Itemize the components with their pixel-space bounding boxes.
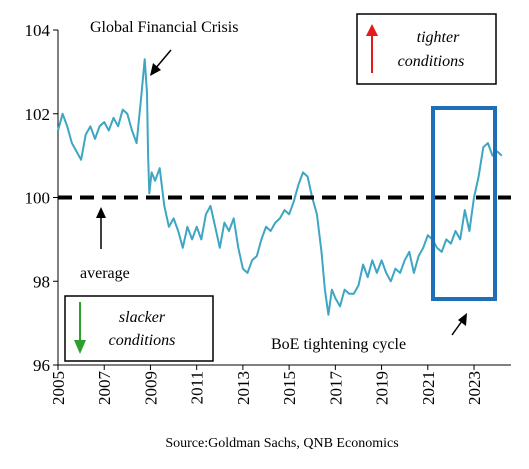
boe-tightening-highlight-box bbox=[431, 106, 497, 301]
gfc-annotation: Global Financial Crisis bbox=[90, 19, 238, 36]
x-tick-label: 2009 bbox=[141, 371, 160, 405]
gfc-arrow-head-icon bbox=[150, 63, 161, 76]
x-tick-label: 2021 bbox=[419, 371, 438, 405]
tighter-conditions-box bbox=[356, 13, 497, 85]
x-tick-label: 2017 bbox=[326, 371, 345, 406]
x-tick-label: 2023 bbox=[465, 371, 484, 405]
x-tick-label: 2011 bbox=[188, 371, 207, 404]
slacker-box-line-2: conditions bbox=[109, 332, 176, 349]
gfc-arrow-icon bbox=[154, 49, 172, 70]
y-tick-label: 100 bbox=[25, 189, 51, 208]
boe-arrow-head-icon bbox=[458, 313, 467, 326]
y-tick-label: 104 bbox=[25, 21, 51, 40]
x-tick-label: 2013 bbox=[234, 371, 253, 405]
y-tick-label: 96 bbox=[33, 356, 50, 375]
boe-annotation: BoE tightening cycle bbox=[271, 336, 406, 353]
up-arrow-head-icon bbox=[366, 24, 378, 36]
tighter-box-line-1: tighter bbox=[417, 29, 460, 46]
boe-arrow-icon bbox=[451, 320, 463, 336]
y-tick-label: 98 bbox=[33, 272, 50, 291]
source-note: Source:Goldman Sachs, QNB Economics bbox=[165, 436, 398, 451]
slacker-box-line-1: slacker bbox=[119, 309, 166, 326]
x-tick-group: 2005 2007 2009 2011 2013 2015 2017 2019 2021 2023 bbox=[49, 365, 484, 405]
slacker-conditions-box bbox=[64, 295, 214, 362]
x-tick-label: 2015 bbox=[280, 371, 299, 405]
average-arrow-head-icon bbox=[96, 207, 106, 218]
x-tick-label: 2019 bbox=[373, 371, 392, 405]
y-tick-label: 102 bbox=[25, 105, 51, 124]
series-line bbox=[57, 58, 503, 316]
x-tick-label: 2007 bbox=[95, 371, 114, 406]
y-tick-group: 96 98 100 102 104 bbox=[25, 21, 58, 375]
down-arrow-head-icon bbox=[74, 340, 86, 354]
x-tick-label: 2005 bbox=[49, 371, 68, 405]
average-annotation: average bbox=[80, 265, 130, 282]
tighter-box-line-2: conditions bbox=[398, 53, 465, 70]
